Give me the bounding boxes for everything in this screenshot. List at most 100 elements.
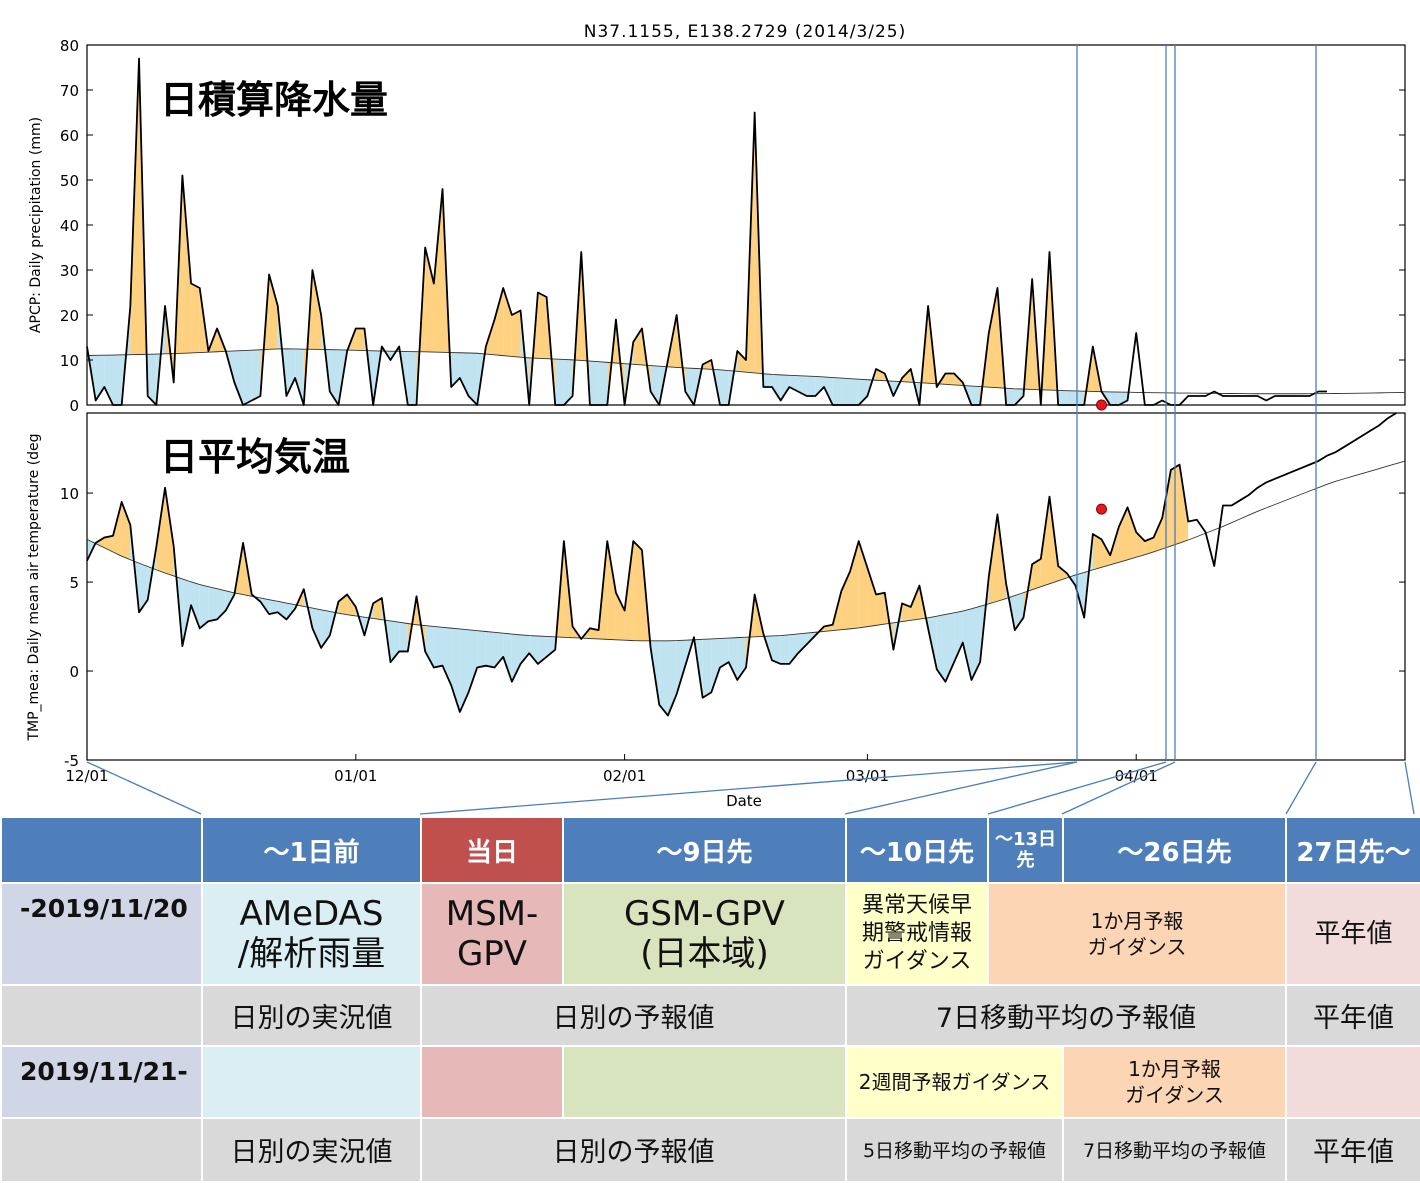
deviation-fill [355, 328, 365, 351]
deviation-fill [243, 350, 252, 405]
table-connector-line [987, 761, 1167, 815]
header-26days: ～26日先 [1062, 815, 1287, 885]
precip-axis: 0 10 20 30 40 50 60 70 80 [60, 37, 1405, 415]
y-tick-label: 5 [69, 574, 79, 592]
temp-overlay-title: 日平均気温 [160, 435, 350, 479]
deviation-fill [511, 310, 521, 358]
deviation-fill [485, 631, 495, 668]
deviation-fill [902, 603, 911, 622]
x-tick-label: 04/01 [1115, 767, 1158, 785]
deviation-fill [667, 640, 677, 716]
table-connectors [86, 761, 1415, 815]
deviation-fill [442, 627, 452, 686]
period-label-new: 2019/11/21- [0, 1044, 203, 1119]
deviation-fill [477, 630, 486, 668]
row3-gsm [562, 1044, 847, 1119]
row3-msm [420, 1044, 564, 1119]
daily-line [86, 57, 1327, 406]
deviation-fill [433, 626, 443, 668]
row4-normal: 平年値 [1285, 1116, 1420, 1183]
deviation-fill [104, 355, 114, 405]
deviation-fill [494, 288, 504, 356]
deviation-fill [676, 640, 686, 695]
header-13days-line2: 先 [1016, 850, 1035, 872]
source-msm-line2: GPV [456, 934, 528, 975]
current-day-marker [1096, 503, 1108, 515]
deviation-fill [468, 629, 478, 693]
deviation-fill [425, 625, 434, 668]
deviation-fill [815, 376, 825, 396]
deviation-fill [459, 352, 469, 396]
table-connector-line [419, 761, 1078, 815]
deviation-fill [772, 374, 781, 401]
deviation-fill [234, 350, 244, 405]
row2-normal: 平年値 [1285, 984, 1420, 1047]
source-amedas: AMeDAS/解析雨量 [201, 882, 422, 987]
deviation-fill [936, 614, 946, 682]
deviation-fill [95, 537, 105, 548]
deviation-fill [589, 628, 599, 639]
deviation-fill [702, 360, 712, 370]
deviation-fill [113, 354, 122, 405]
deviation-fill [876, 592, 885, 626]
deviation-fill [1110, 391, 1119, 405]
y-tick-label: 0 [69, 397, 79, 415]
deviation-fill [1014, 388, 1024, 405]
deviation-fill [1144, 537, 1154, 555]
deviation-fill [373, 598, 382, 620]
y-tick-label: 10 [60, 352, 79, 370]
deviation-fill [433, 189, 443, 353]
deviation-fill [719, 638, 729, 668]
chart-area: 0 10 20 30 40 50 60 70 80 -5 0 5 10 12/01 01/01 02/01 0… [26, 22, 1415, 815]
x-tick-label: 03/01 [846, 767, 889, 785]
source-gsm-line1: GSM-GPV [624, 894, 785, 935]
deviation-fill [971, 386, 981, 405]
deviation-fill [685, 367, 694, 405]
deviation-fill [1006, 388, 1015, 405]
y-tick-label: 20 [60, 307, 79, 325]
table-connector-line [1404, 761, 1415, 815]
deviation-fill [1153, 517, 1163, 552]
deviation-fill [503, 633, 512, 682]
deviation-fill [971, 606, 981, 680]
deviation-fill [824, 376, 833, 405]
deviation-fill [798, 375, 807, 396]
deviation-fill [139, 563, 148, 613]
deviation-fill [850, 541, 859, 629]
deviation-fill [910, 585, 920, 621]
deviation-fill [529, 635, 538, 664]
deviation-fill [537, 635, 547, 664]
deviation-fill [633, 328, 642, 365]
y-tick-label: 0 [69, 663, 79, 681]
row4-moving5: 5日移動平均の予報値 [845, 1116, 1064, 1183]
deviation-fill [1127, 507, 1137, 560]
deviation-fill [277, 601, 287, 620]
deviation-fill [407, 351, 417, 405]
deviation-fill [945, 612, 955, 682]
deviation-fill [286, 603, 296, 620]
deviation-fill [988, 288, 998, 388]
row3-normal [1285, 1044, 1420, 1119]
deviation-fill [399, 622, 408, 652]
deviation-fill [459, 628, 469, 712]
deviation-fill [1136, 532, 1145, 558]
row3-month-line2: ガイダンス [1125, 1082, 1224, 1107]
deviation-fill [104, 535, 114, 552]
deviation-fill [147, 354, 157, 405]
deviation-fill [780, 374, 790, 401]
deviation-fill [191, 283, 200, 353]
chart-title: N37.1155, E138.2729 (2014/3/25) [584, 22, 907, 42]
deviation-fill [867, 567, 877, 627]
header-13days: ～13日先 [987, 815, 1064, 885]
x-tick-label: 01/01 [334, 767, 377, 785]
deviation-fill [269, 274, 278, 350]
deviation-fill [1058, 566, 1067, 581]
deviation-fill [347, 594, 356, 616]
deviation-fill [451, 352, 460, 387]
source-early-line3: ガイダンス [862, 949, 972, 975]
temp-plot-frame [86, 412, 1406, 761]
deviation-fill [1101, 539, 1111, 568]
y-tick-label: 40 [60, 217, 79, 235]
source-early-warning: 異常天候早 期警戒情報 ガイダンス [845, 882, 989, 987]
deviation-fill [711, 638, 720, 693]
